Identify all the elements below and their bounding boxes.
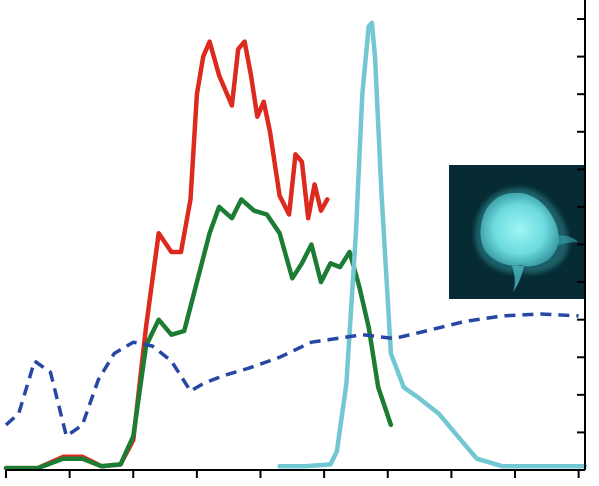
- series-lines: [3, 20, 588, 471]
- series-line-4: [4, 312, 579, 438]
- x-axis-ticks: [5, 470, 580, 478]
- series-line-2: [3, 197, 394, 471]
- particle-body: [480, 192, 559, 267]
- particle-spur: [555, 235, 578, 246]
- particle-tail: [512, 266, 524, 292]
- series-line-3: [277, 20, 588, 469]
- plot-frame: [6, 0, 586, 471]
- series-line-1: [3, 39, 330, 471]
- inset-micrograph: [449, 165, 585, 299]
- y-axis-ticks: [577, 18, 585, 471]
